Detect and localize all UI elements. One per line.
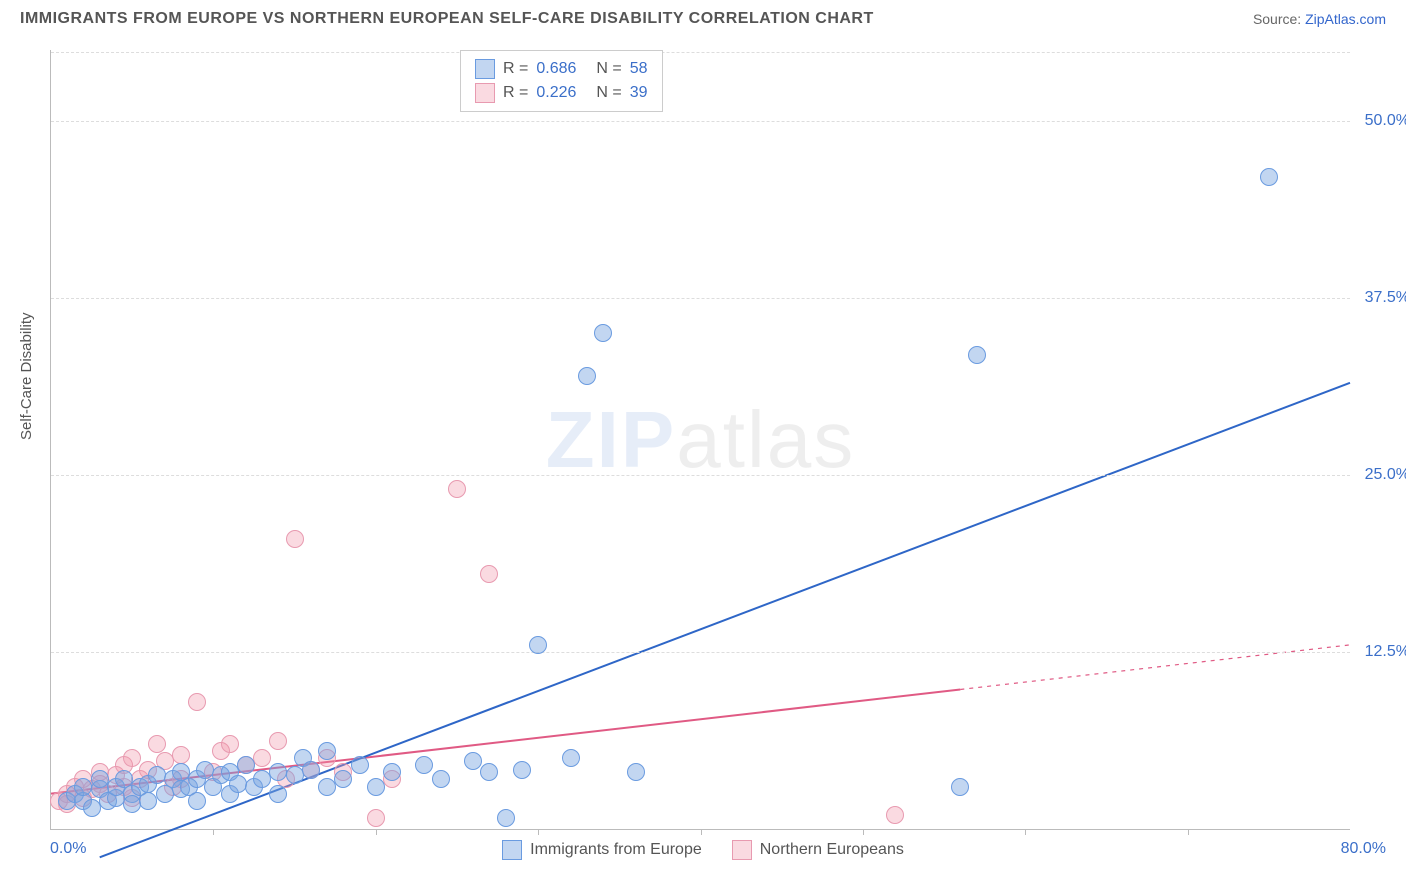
data-point: [480, 763, 498, 781]
stats-legend-row-0: R = 0.686 N = 58: [475, 57, 648, 81]
swatch-pink: [732, 840, 752, 860]
y-tick-label: 37.5%: [1365, 289, 1406, 307]
data-point: [237, 756, 255, 774]
y-tick-label: 12.5%: [1365, 643, 1406, 661]
chart-title: IMMIGRANTS FROM EUROPE VS NORTHERN EUROP…: [20, 10, 874, 28]
series-label: Northern Europeans: [760, 841, 904, 859]
watermark-atlas: atlas: [676, 395, 855, 484]
data-point: [886, 806, 904, 824]
r-value: 0.686: [536, 60, 576, 78]
y-tick-label: 50.0%: [1365, 112, 1406, 130]
data-point: [302, 761, 320, 779]
data-point: [286, 530, 304, 548]
data-point: [968, 346, 986, 364]
x-tick: [376, 829, 377, 835]
x-tick: [213, 829, 214, 835]
header: IMMIGRANTS FROM EUROPE VS NORTHERN EUROP…: [0, 0, 1406, 36]
watermark: ZIPatlas: [546, 394, 855, 486]
data-point: [627, 763, 645, 781]
data-point: [123, 795, 141, 813]
series-label: Immigrants from Europe: [530, 841, 702, 859]
x-tick: [538, 829, 539, 835]
n-label: N =: [596, 84, 621, 102]
gridline: [51, 52, 1350, 53]
data-point: [188, 792, 206, 810]
r-value: 0.226: [536, 84, 576, 102]
data-point: [351, 756, 369, 774]
gridline: [51, 298, 1350, 299]
data-point: [367, 778, 385, 796]
data-point: [1260, 168, 1278, 186]
data-point: [497, 809, 515, 827]
source-label: Source: ZipAtlas.com: [1253, 11, 1386, 27]
series-legend: Immigrants from Europe Northern European…: [0, 840, 1406, 860]
r-label: R =: [503, 60, 528, 78]
data-point: [221, 735, 239, 753]
x-tick: [863, 829, 864, 835]
series-legend-blue: Immigrants from Europe: [502, 840, 702, 860]
n-value: 39: [630, 84, 648, 102]
n-value: 58: [630, 60, 648, 78]
series-legend-pink: Northern Europeans: [732, 840, 904, 860]
data-point: [148, 735, 166, 753]
data-point: [951, 778, 969, 796]
data-point: [578, 367, 596, 385]
gridline: [51, 475, 1350, 476]
data-point: [318, 742, 336, 760]
swatch-pink: [475, 83, 495, 103]
data-point: [269, 785, 287, 803]
data-point: [594, 324, 612, 342]
data-point: [148, 766, 166, 784]
data-point: [229, 775, 247, 793]
swatch-blue: [475, 59, 495, 79]
stats-legend: R = 0.686 N = 58 R = 0.226 N = 39: [460, 50, 663, 112]
trend-lines: [51, 50, 1350, 829]
swatch-blue: [502, 840, 522, 860]
x-tick: [1188, 829, 1189, 835]
source-prefix: Source:: [1253, 11, 1305, 27]
data-point: [480, 565, 498, 583]
x-tick: [1025, 829, 1026, 835]
gridline: [51, 652, 1350, 653]
data-point: [269, 732, 287, 750]
scatter-chart: ZIPatlas 12.5%25.0%37.5%50.0%: [50, 50, 1350, 830]
data-point: [464, 752, 482, 770]
x-tick: [701, 829, 702, 835]
data-point: [513, 761, 531, 779]
data-point: [334, 770, 352, 788]
data-point: [383, 763, 401, 781]
gridline: [51, 121, 1350, 122]
n-label: N =: [596, 60, 621, 78]
data-point: [188, 693, 206, 711]
data-point: [432, 770, 450, 788]
r-label: R =: [503, 84, 528, 102]
y-tick-label: 25.0%: [1365, 466, 1406, 484]
watermark-zip: ZIP: [546, 395, 676, 484]
source-link[interactable]: ZipAtlas.com: [1305, 11, 1386, 27]
data-point: [448, 480, 466, 498]
data-point: [367, 809, 385, 827]
data-point: [253, 749, 271, 767]
stats-legend-row-1: R = 0.226 N = 39: [475, 81, 648, 105]
data-point: [529, 636, 547, 654]
data-point: [415, 756, 433, 774]
data-point: [123, 749, 141, 767]
y-axis-label: Self-Care Disability: [18, 312, 35, 440]
data-point: [562, 749, 580, 767]
data-point: [172, 746, 190, 764]
data-point: [269, 763, 287, 781]
